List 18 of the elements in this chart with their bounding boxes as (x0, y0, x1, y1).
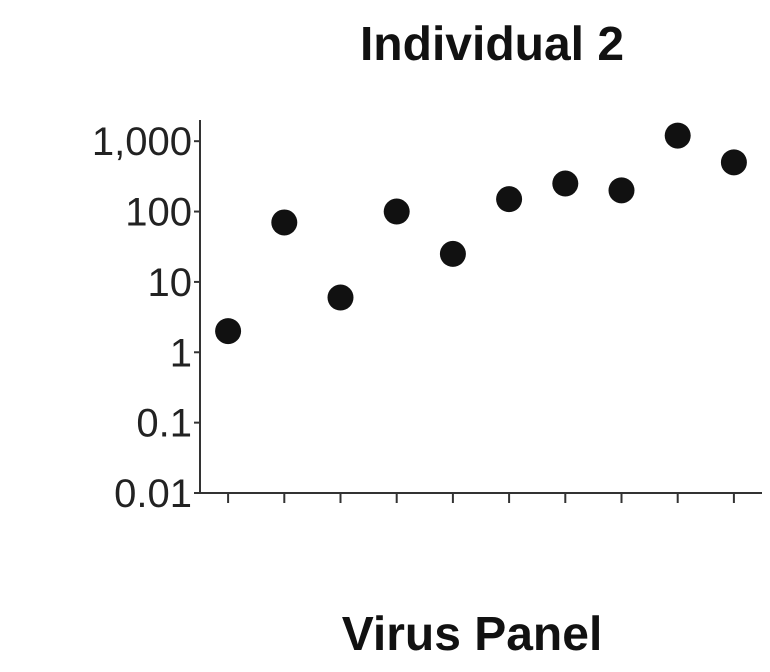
y-tick-label: 10 (148, 260, 192, 305)
point (552, 170, 578, 197)
x-axis-title: Virus Panel (342, 608, 602, 661)
y-tick-label: 0.1 (136, 402, 192, 446)
point (440, 240, 466, 267)
point (496, 186, 522, 212)
y-tick-label: 1 (170, 331, 192, 376)
point (664, 122, 691, 149)
point (215, 318, 242, 344)
point (271, 209, 298, 236)
point (720, 149, 747, 176)
y-tick-label: 1,000 (92, 120, 192, 164)
chart-title: Individual 2 (360, 18, 624, 71)
y-tick-label: 100 (125, 190, 192, 235)
y-tick-label: 0.01 (114, 472, 192, 516)
point (328, 284, 354, 311)
point (608, 177, 634, 204)
point (384, 198, 410, 225)
